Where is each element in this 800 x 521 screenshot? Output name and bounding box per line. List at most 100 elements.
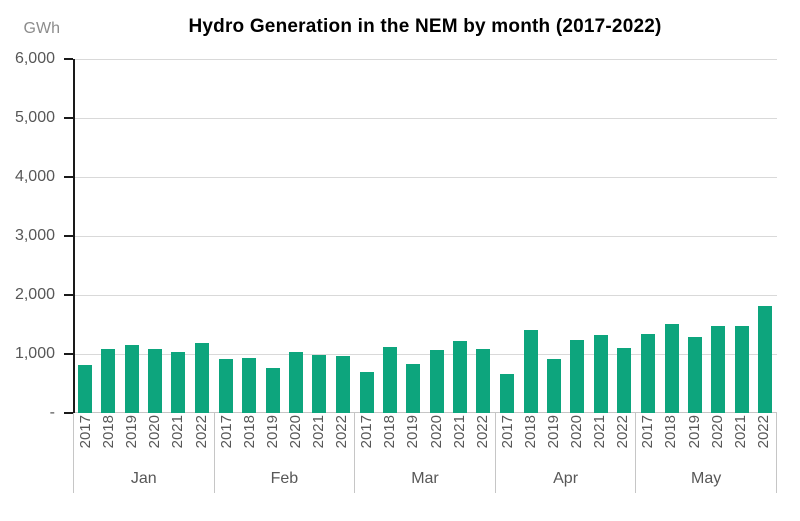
bar: [218, 359, 233, 413]
bar-groups: [73, 59, 777, 413]
year-label-slot: 2017: [218, 415, 235, 467]
year-label: 2018: [100, 415, 118, 449]
year-label-slot: 2021: [310, 415, 327, 467]
year-label: 2021: [450, 415, 468, 449]
year-label-slot: 2021: [169, 415, 187, 467]
bar: [617, 348, 632, 413]
year-label: 2018: [662, 415, 680, 449]
year-label-slot: 2019: [545, 415, 562, 467]
y-axis-tick-label: 6,000: [14, 50, 55, 67]
bar-group-jan: [73, 59, 214, 413]
y-axis-tick-label: -: [49, 404, 55, 421]
year-label: 2022: [192, 415, 210, 449]
plot-area: [64, 58, 777, 414]
y-axis-tick: [64, 117, 73, 119]
year-label-slot: 2022: [192, 415, 210, 467]
bar: [664, 323, 679, 413]
x-axis-group-may: 2017 2018 2019 2020 2021 2022 May: [635, 413, 777, 493]
year-label-slot: 2022: [614, 415, 632, 467]
year-label-slot: 2018: [381, 415, 399, 467]
gridline: [73, 236, 777, 237]
year-label: 2020: [146, 415, 164, 449]
y-axis-tick-label: 2,000: [14, 286, 55, 303]
year-label: 2017: [358, 415, 376, 449]
bar: [570, 340, 585, 413]
year-label: 2018: [240, 415, 258, 449]
year-label-slot: 2018: [522, 415, 539, 467]
bar: [124, 345, 139, 413]
year-label: 2019: [123, 415, 141, 449]
month-label: May: [691, 470, 722, 487]
x-axis-group-apr: 2017 2018 2019 2020 2021 2022 Apr: [494, 413, 636, 493]
bar: [523, 330, 538, 413]
bar: [242, 357, 257, 413]
year-label-slot: 2021: [591, 415, 609, 467]
bar: [641, 333, 656, 413]
y-axis-tick-label: 5,000: [14, 109, 55, 126]
year-label-slot: 2018: [100, 415, 118, 467]
year-label: 2020: [568, 415, 586, 449]
year-label: 2018: [381, 415, 399, 449]
year-label-slot: 2018: [662, 415, 680, 467]
year-labels-row: 2017 2018 2019 2020 2021 2022: [636, 413, 776, 467]
year-label-slot: 2017: [498, 415, 516, 467]
bar: [547, 358, 562, 413]
gridline: [73, 59, 777, 60]
gridline: [73, 118, 777, 119]
year-label: 2022: [473, 415, 491, 449]
bar: [312, 354, 327, 413]
year-label-slot: 2020: [568, 415, 586, 467]
bar: [382, 346, 397, 413]
bar: [171, 351, 186, 413]
gridline: [73, 295, 777, 296]
year-labels-row: 2017 2018 2019 2020 2021 2022: [355, 413, 495, 467]
y-axis-tick: [64, 58, 73, 60]
gridline: [73, 177, 777, 178]
year-label-slot: 2019: [263, 415, 281, 467]
year-label: 2022: [754, 415, 772, 449]
year-labels-row: 2017 2018 2019 2020 2021 2022: [496, 413, 636, 467]
year-label: 2020: [427, 415, 445, 449]
bar: [194, 342, 209, 413]
x-axis-baseline: [73, 412, 777, 413]
bar: [593, 334, 608, 413]
bar-group-may: [636, 59, 777, 413]
bar: [453, 341, 468, 413]
year-label: 2019: [263, 415, 281, 449]
y-axis-tick: [64, 412, 73, 414]
bar-group-apr: [495, 59, 636, 413]
bar-group-mar: [355, 59, 496, 413]
year-label: 2022: [614, 415, 632, 449]
year-label: 2020: [708, 415, 726, 449]
x-axis-group-mar: 2017 2018 2019 2020 2021 2022 Mar: [354, 413, 495, 493]
year-label-slot: 2021: [732, 415, 749, 467]
year-label: 2021: [591, 415, 609, 449]
month-label: Mar: [411, 470, 439, 487]
year-label-slot: 2017: [639, 415, 656, 467]
year-label-slot: 2022: [754, 415, 772, 467]
gridline: [73, 354, 777, 355]
year-label-slot: 2019: [686, 415, 703, 467]
month-label: Apr: [553, 470, 579, 487]
year-label-slot: 2020: [146, 415, 164, 467]
y-axis-tick: [64, 353, 73, 355]
year-label-slot: 2018: [240, 415, 258, 467]
bar: [359, 372, 374, 413]
year-labels-row: 2017 2018 2019 2020 2021 2022: [74, 413, 214, 467]
y-axis-unit-label: GWh: [23, 20, 60, 37]
year-labels-row: 2017 2018 2019 2020 2021 2022: [215, 413, 355, 467]
year-label: 2022: [333, 415, 351, 449]
bar: [711, 326, 726, 413]
year-label-slot: 2020: [427, 415, 445, 467]
year-label-slot: 2022: [473, 415, 491, 467]
x-axis-group-jan: 2017 2018 2019 2020 2021 2022 Jan: [73, 413, 214, 493]
year-label-slot: 2020: [287, 415, 304, 467]
year-label: 2021: [169, 415, 187, 449]
year-label: 2017: [77, 415, 94, 449]
bar: [335, 355, 350, 413]
y-axis-tick-labels: - 1,000 2,000 3,000 4,000 5,000 6,000: [0, 50, 55, 421]
year-label: 2017: [498, 415, 516, 449]
bar: [288, 351, 303, 413]
x-axis-group-feb: 2017 2018 2019 2020 2021 2022 Feb: [213, 413, 355, 493]
